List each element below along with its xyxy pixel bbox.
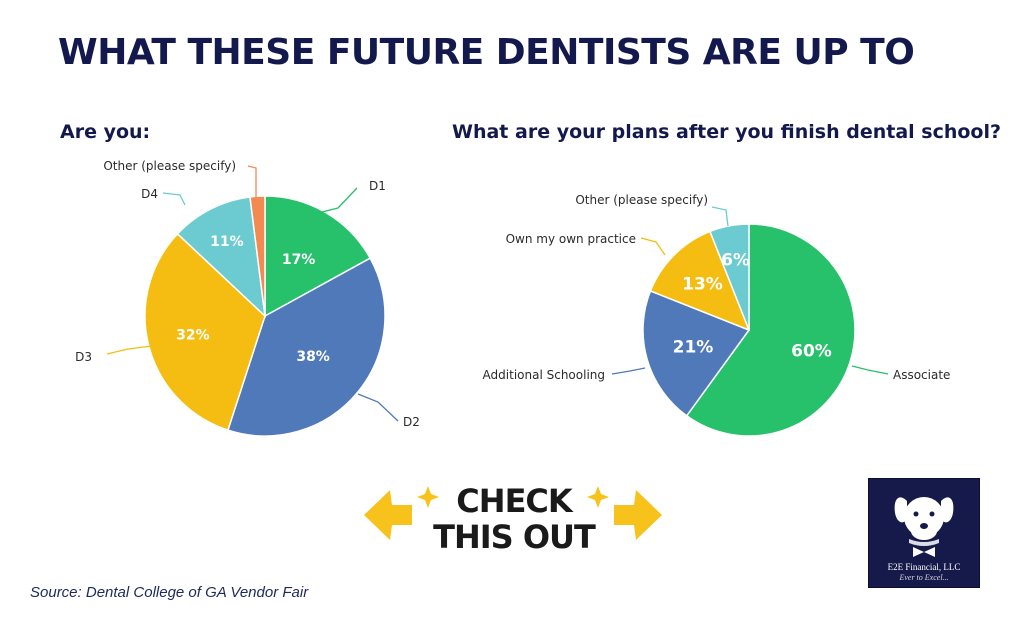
chart2-data-label-associate: 60% [791,341,832,361]
logo-company-name: E2E Financial, LLC [887,562,961,572]
chart2-data-label-other-please-specify: 6% [721,250,750,270]
chart1-data-label-other-please-specify: 2% [239,139,263,155]
chart-title-year: Are you: [60,121,151,143]
chart1-category-label-d4: D4 [141,187,158,201]
chart1-category-label-d3: D3 [75,350,92,364]
chart2-slice-associate [685,223,856,437]
chart-title-plans: What are your plans after you finish den… [452,121,1002,143]
chart1-leader-d3 [106,345,153,355]
chart1-category-label-other-please-specify: Other (please specify) [103,159,236,173]
chart1-slice-d4 [176,196,267,318]
chart1-category-label-d2: D2 [403,415,420,429]
chart2-category-label-other-please-specify: Other (please specify) [575,193,708,207]
chart2-category-label-additional-schooling: Additional Schooling [483,368,605,382]
company-logo: E2E Financial, LLC Ever to Excel... [868,478,980,588]
chart1-leader-d4 [162,192,186,206]
chart1-leader-d2 [357,393,399,422]
chart2-category-label-own-my-own-practice: Own my own practice [506,232,636,246]
dog-mascot-icon [894,497,954,557]
sparkle-right-icon [587,486,609,508]
chart2-leader-additional-schooling [611,367,646,375]
chart1-slice-d1 [264,195,372,318]
chart2-data-label-additional-schooling: 21% [673,337,714,357]
chart2-slice-additional-schooling [642,290,751,417]
chart2-category-label-associate: Associate [893,368,950,382]
source-note: Source: Dental College of GA Vendor Fair [30,584,309,601]
chart2-leader-own-my-own-practice [640,237,666,256]
chart2-data-label-own-my-own-practice: 13% [682,275,723,295]
chart1-data-label-d1: 17% [282,252,316,268]
cta-line-1: CHECK [456,482,572,520]
chart2-leader-other-please-specify [711,206,729,227]
left-arrow-icon [364,490,412,540]
chart1-data-label-d3: 32% [176,328,210,344]
chart1-leader-other-please-specify [247,165,257,198]
chart1-leader-d1 [321,187,358,213]
chart2-slice-own-my-own-practice [649,230,751,332]
chart1-data-label-d4: 11% [210,234,244,250]
page-title: WHAT THESE FUTURE DENTISTS ARE UP TO [58,32,915,73]
chart1-category-label-d1: D1 [369,179,386,193]
cta-line-2: THIS OUT [433,518,596,556]
chart1-slice-other-please-specify [249,195,266,317]
chart2-slice-other-please-specify [709,223,750,331]
chart1-data-label-d2: 38% [296,349,330,365]
right-arrow-icon [614,490,662,540]
logo-tagline: Ever to Excel... [899,573,949,582]
sparkle-left-icon [417,486,439,508]
chart1-slice-d2 [226,257,386,437]
chart2-leader-associate [851,365,889,375]
